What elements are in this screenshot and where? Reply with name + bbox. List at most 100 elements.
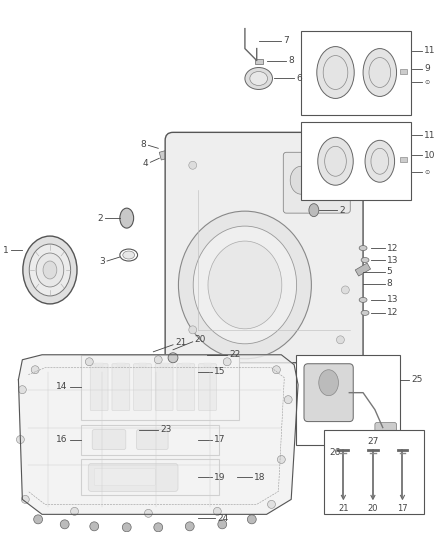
Text: 11: 11 xyxy=(424,46,436,55)
Text: 12: 12 xyxy=(387,309,398,317)
Circle shape xyxy=(284,395,292,403)
Circle shape xyxy=(213,507,221,515)
Circle shape xyxy=(154,523,162,532)
FancyBboxPatch shape xyxy=(155,364,173,410)
Text: ⊙: ⊙ xyxy=(424,169,429,175)
Ellipse shape xyxy=(178,211,311,359)
Ellipse shape xyxy=(318,138,353,185)
Text: 22: 22 xyxy=(229,350,240,359)
Bar xyxy=(399,69,407,74)
Text: 21: 21 xyxy=(175,338,186,348)
Text: 26: 26 xyxy=(330,448,341,457)
Ellipse shape xyxy=(23,236,77,304)
Circle shape xyxy=(85,358,93,366)
Circle shape xyxy=(247,515,256,524)
Text: 21: 21 xyxy=(338,504,349,513)
Bar xyxy=(301,30,411,116)
Ellipse shape xyxy=(29,244,71,296)
Text: 7: 7 xyxy=(283,36,289,45)
Text: ⊙: ⊙ xyxy=(424,80,429,85)
Text: 10: 10 xyxy=(424,151,436,160)
Text: 1: 1 xyxy=(3,246,9,255)
Circle shape xyxy=(272,366,280,374)
FancyBboxPatch shape xyxy=(88,464,178,491)
Text: 13: 13 xyxy=(387,255,398,264)
Ellipse shape xyxy=(245,68,272,90)
Circle shape xyxy=(71,507,78,515)
Circle shape xyxy=(17,435,25,443)
Circle shape xyxy=(185,522,194,531)
Bar xyxy=(81,459,219,495)
Text: 5: 5 xyxy=(387,268,392,277)
Circle shape xyxy=(332,156,339,164)
Ellipse shape xyxy=(361,257,369,263)
FancyBboxPatch shape xyxy=(90,364,108,410)
Circle shape xyxy=(154,356,162,364)
Bar xyxy=(355,263,371,276)
Ellipse shape xyxy=(123,251,134,259)
Ellipse shape xyxy=(250,71,268,85)
Text: 13: 13 xyxy=(387,295,398,304)
Text: 20: 20 xyxy=(367,504,378,513)
Bar xyxy=(301,123,411,200)
Ellipse shape xyxy=(36,253,64,287)
Circle shape xyxy=(218,520,227,529)
Ellipse shape xyxy=(208,241,282,329)
Ellipse shape xyxy=(359,246,367,251)
Text: 24: 24 xyxy=(217,514,229,523)
Circle shape xyxy=(122,523,131,532)
FancyBboxPatch shape xyxy=(94,469,155,486)
Bar xyxy=(138,363,146,367)
Bar xyxy=(296,355,399,445)
Bar xyxy=(117,363,125,367)
Text: 2: 2 xyxy=(98,214,103,223)
FancyBboxPatch shape xyxy=(304,364,353,422)
Ellipse shape xyxy=(193,226,297,344)
Circle shape xyxy=(336,336,344,344)
Text: 19: 19 xyxy=(214,473,226,482)
Text: 8: 8 xyxy=(288,56,294,65)
Circle shape xyxy=(189,326,197,334)
Text: 11: 11 xyxy=(424,131,436,140)
FancyBboxPatch shape xyxy=(198,364,216,410)
Bar xyxy=(255,59,263,63)
FancyBboxPatch shape xyxy=(137,430,168,449)
FancyBboxPatch shape xyxy=(165,132,363,363)
Circle shape xyxy=(341,286,349,294)
Polygon shape xyxy=(18,355,298,514)
Circle shape xyxy=(60,520,69,529)
Text: 27: 27 xyxy=(367,437,378,446)
Circle shape xyxy=(34,515,42,524)
Circle shape xyxy=(277,456,285,464)
FancyBboxPatch shape xyxy=(283,152,350,213)
Ellipse shape xyxy=(365,140,395,182)
Bar xyxy=(81,355,239,419)
Text: 4: 4 xyxy=(143,159,148,168)
Text: 18: 18 xyxy=(254,473,265,482)
Ellipse shape xyxy=(317,161,335,183)
Ellipse shape xyxy=(120,208,134,228)
Bar xyxy=(399,157,407,162)
Text: 3: 3 xyxy=(99,256,105,265)
FancyBboxPatch shape xyxy=(375,423,396,441)
Circle shape xyxy=(90,522,99,531)
FancyBboxPatch shape xyxy=(92,430,126,449)
Ellipse shape xyxy=(43,261,57,279)
Ellipse shape xyxy=(319,370,339,395)
Ellipse shape xyxy=(331,181,344,199)
Text: 25: 25 xyxy=(411,375,423,384)
Circle shape xyxy=(268,500,276,508)
FancyBboxPatch shape xyxy=(177,364,194,410)
Bar xyxy=(160,363,168,367)
Text: 16: 16 xyxy=(56,435,67,444)
Text: 2: 2 xyxy=(339,206,345,215)
Bar xyxy=(81,425,219,455)
Circle shape xyxy=(168,353,178,363)
Circle shape xyxy=(18,386,26,394)
Ellipse shape xyxy=(361,310,369,316)
Text: 6: 6 xyxy=(296,74,302,83)
Ellipse shape xyxy=(309,204,319,216)
Bar xyxy=(159,149,175,160)
Circle shape xyxy=(31,366,39,374)
Text: 8: 8 xyxy=(387,279,392,288)
